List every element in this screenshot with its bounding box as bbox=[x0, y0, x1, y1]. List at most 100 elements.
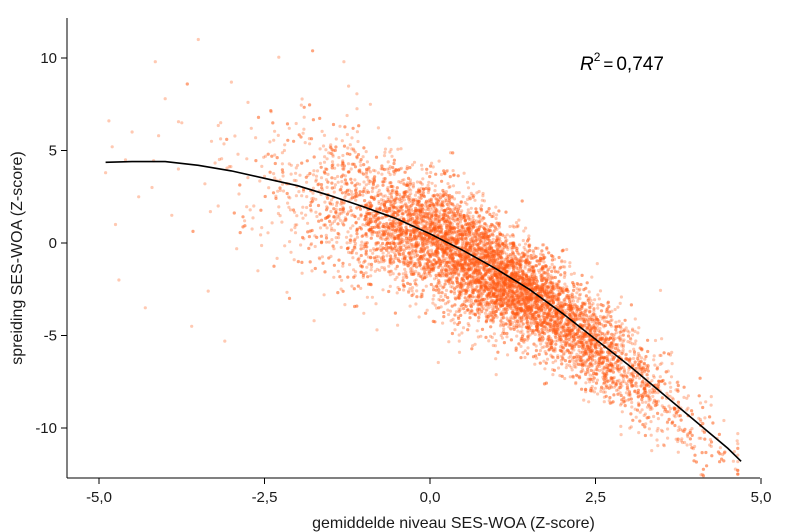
scatter-point bbox=[353, 241, 358, 245]
scatter-point bbox=[536, 313, 541, 317]
scatter-point bbox=[429, 221, 433, 225]
scatter-point bbox=[176, 120, 181, 124]
scatter-point bbox=[276, 189, 280, 193]
scatter-point bbox=[477, 245, 481, 249]
scatter-point bbox=[499, 273, 503, 277]
scatter-point bbox=[219, 137, 223, 141]
scatter-point bbox=[522, 300, 527, 304]
scatter-point bbox=[312, 319, 316, 323]
scatter-point bbox=[235, 247, 239, 251]
scatter-point bbox=[427, 180, 431, 184]
scatter-point bbox=[618, 325, 622, 329]
scatter-point bbox=[441, 204, 445, 208]
scatter-point bbox=[408, 212, 412, 216]
scatter-point bbox=[447, 185, 451, 189]
scatter-point bbox=[496, 261, 500, 265]
scatter-point bbox=[668, 353, 673, 357]
scatter-point bbox=[539, 342, 543, 346]
scatter-point bbox=[509, 260, 513, 264]
scatter-point bbox=[616, 346, 620, 350]
scatter-point bbox=[520, 325, 524, 329]
scatter-point bbox=[250, 227, 254, 231]
scatter-point bbox=[318, 226, 323, 230]
scatter-point bbox=[584, 318, 588, 322]
scatter-point bbox=[551, 340, 555, 344]
scatter-point bbox=[424, 284, 428, 288]
scatter-point bbox=[355, 227, 359, 231]
scatter-point bbox=[548, 319, 553, 323]
scatter-point bbox=[431, 165, 435, 169]
scatter-point bbox=[381, 209, 385, 213]
scatter-point bbox=[304, 213, 308, 217]
scatter-point bbox=[417, 214, 421, 218]
scatter-point bbox=[619, 361, 623, 365]
scatter-point bbox=[452, 292, 457, 296]
scatter-point bbox=[476, 306, 480, 310]
scatter-point bbox=[567, 331, 571, 335]
scatter-point bbox=[553, 311, 558, 315]
scatter-point bbox=[403, 190, 407, 194]
scatter-point bbox=[416, 234, 420, 238]
scatter-point bbox=[523, 349, 527, 353]
scatter-point bbox=[560, 259, 564, 263]
scatter-point bbox=[480, 304, 484, 308]
scatter-point bbox=[471, 275, 475, 279]
scatter-point bbox=[362, 180, 366, 184]
scatter-point bbox=[569, 365, 573, 369]
scatter-point bbox=[548, 299, 552, 303]
scatter-point bbox=[546, 268, 550, 272]
scatter-point bbox=[260, 164, 264, 168]
scatter-point bbox=[275, 256, 279, 260]
scatter-point bbox=[435, 229, 439, 233]
scatter-point bbox=[464, 299, 468, 304]
scatter-point bbox=[517, 243, 522, 247]
scatter-point bbox=[637, 403, 641, 407]
scatter-point bbox=[315, 169, 320, 173]
scatter-point bbox=[588, 377, 592, 381]
scatter-point bbox=[639, 356, 644, 360]
scatter-point bbox=[359, 286, 363, 290]
scatter-point bbox=[343, 303, 347, 307]
scatter-point bbox=[272, 172, 276, 176]
scatter-point bbox=[456, 229, 460, 234]
scatter-point bbox=[464, 288, 468, 292]
scatter-point bbox=[374, 185, 378, 189]
scatter-point bbox=[349, 226, 353, 230]
scatter-point bbox=[387, 225, 391, 229]
scatter-point bbox=[525, 301, 529, 305]
scatter-point bbox=[236, 152, 240, 156]
scatter-point bbox=[354, 198, 358, 202]
scatter-point bbox=[409, 198, 413, 202]
scatter-point bbox=[546, 315, 550, 319]
scatter-point bbox=[472, 275, 476, 279]
scatter-point bbox=[491, 343, 495, 348]
scatter-point bbox=[412, 264, 416, 268]
scatter-point bbox=[465, 271, 469, 275]
scatter-point bbox=[209, 139, 214, 143]
scatter-point bbox=[243, 219, 247, 223]
scatter-point bbox=[449, 221, 453, 225]
scatter-point bbox=[473, 235, 477, 239]
scatter-point bbox=[505, 233, 509, 237]
scatter-point bbox=[280, 182, 285, 186]
scatter-point bbox=[442, 258, 446, 262]
scatter-point bbox=[222, 142, 226, 146]
scatter-point bbox=[364, 150, 368, 154]
scatter-point bbox=[269, 110, 273, 114]
scatter-point bbox=[585, 317, 590, 321]
scatter-point bbox=[493, 286, 497, 290]
scatter-point bbox=[533, 319, 537, 323]
scatter-point bbox=[433, 184, 437, 188]
scatter-point bbox=[280, 220, 284, 224]
scatter-point bbox=[599, 354, 604, 359]
scatter-point bbox=[514, 265, 519, 269]
scatter-point bbox=[458, 232, 463, 236]
scatter-point bbox=[433, 303, 437, 307]
scatter-point bbox=[318, 161, 322, 165]
scatter-point bbox=[488, 286, 492, 290]
scatter-point bbox=[557, 280, 561, 284]
scatter-point bbox=[542, 345, 546, 349]
scatter-point bbox=[400, 178, 404, 182]
scatter-point bbox=[293, 223, 297, 227]
